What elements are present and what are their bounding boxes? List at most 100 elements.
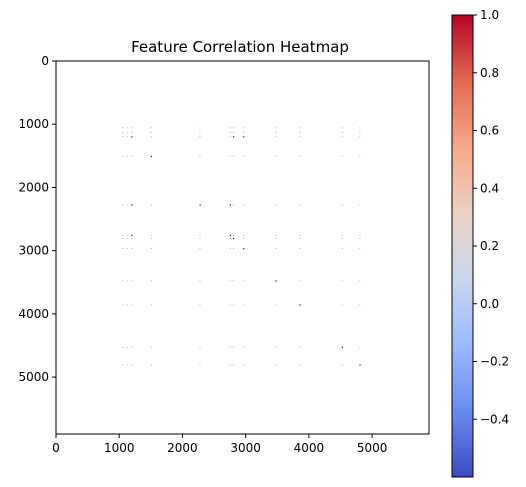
heatmap-cell <box>150 248 152 250</box>
heatmap-cell <box>199 304 201 306</box>
colorbar-tick-label: 0.4 <box>480 181 499 195</box>
heatmap-cell <box>131 204 133 206</box>
heatmap-cell <box>275 127 277 129</box>
heatmap-cell <box>126 248 128 250</box>
heatmap-cell <box>199 204 201 206</box>
heatmap-cell <box>131 304 133 306</box>
heatmap-cell <box>243 131 245 133</box>
heatmap-cell <box>243 204 245 206</box>
y-tick-label: 5000 <box>18 370 49 384</box>
heatmap-cell <box>359 238 361 239</box>
heatmap-cell <box>299 364 301 366</box>
x-tick-label: 0 <box>52 441 60 455</box>
heatmap-cell <box>131 346 133 348</box>
heatmap-cell <box>275 131 277 133</box>
x-axis: 0 1000 2000 3000 4000 5000 <box>52 434 387 455</box>
heatmap-cell <box>199 364 201 366</box>
heatmap-cell <box>122 131 124 133</box>
heatmap-cell <box>122 248 124 250</box>
heatmap-cell <box>126 204 128 206</box>
heatmap-area <box>56 61 429 434</box>
heatmap-cell <box>131 136 133 138</box>
heatmap-cell <box>199 136 201 138</box>
heatmap-cell <box>233 234 234 236</box>
heatmap-cell <box>122 238 124 239</box>
heatmap-cell <box>275 364 277 366</box>
heatmap-cell <box>199 155 201 157</box>
heatmap-cell <box>199 346 201 348</box>
x-tick-label: 3000 <box>230 441 261 455</box>
heatmap-cell <box>131 127 133 129</box>
heatmap-cell <box>233 127 234 129</box>
heatmap-cell <box>341 346 343 348</box>
heatmap-cell <box>243 280 245 282</box>
heatmap-cell <box>341 304 343 306</box>
heatmap-cell <box>229 280 231 282</box>
chart-title: Feature Correlation Heatmap <box>131 38 349 56</box>
heatmap-cell <box>233 155 234 157</box>
heatmap-cell <box>229 238 231 239</box>
heatmap-cell <box>126 304 128 306</box>
heatmap-cell <box>122 346 124 348</box>
heatmap-cell <box>229 131 231 133</box>
heatmap-cell <box>229 248 231 250</box>
heatmap-cell <box>275 136 277 138</box>
heatmap-cell <box>122 234 124 236</box>
heatmap-cell <box>229 127 231 129</box>
heatmap-cell <box>229 155 231 157</box>
heatmap-cell <box>341 238 343 239</box>
y-tick-label: 2000 <box>18 180 49 194</box>
colorbar-tick-label: 0.6 <box>480 124 499 138</box>
heatmap-cell <box>275 155 277 157</box>
heatmap-cell <box>359 364 361 366</box>
heatmap-cell <box>122 155 124 157</box>
heatmap-cell <box>126 280 128 282</box>
heatmap-cell <box>359 248 361 250</box>
heatmap-cell <box>299 346 301 348</box>
heatmap-cell <box>341 364 343 366</box>
heatmap-cell <box>275 248 277 250</box>
heatmap-cell <box>229 346 231 348</box>
heatmap-cell <box>275 346 277 348</box>
heatmap-cell <box>199 238 201 239</box>
heatmap-cell <box>122 304 124 306</box>
heatmap-cell <box>126 127 128 129</box>
heatmap-cell <box>126 238 128 239</box>
y-tick-label: 3000 <box>18 244 49 258</box>
heatmap-cell <box>243 155 245 157</box>
y-tick-label: 4000 <box>18 307 49 321</box>
heatmap-cell <box>299 127 301 129</box>
colorbar-tick-label: −0.2 <box>480 355 509 369</box>
x-tick-label: 5000 <box>357 441 388 455</box>
y-axis: 0 1000 2000 3000 4000 5000 <box>18 54 56 384</box>
heatmap-cell <box>122 364 124 366</box>
heatmap-cell <box>199 234 201 236</box>
heatmap-cell <box>122 136 124 138</box>
heatmap-cell <box>131 364 133 366</box>
heatmap-cell <box>229 204 232 206</box>
heatmap-cell <box>243 127 245 129</box>
heatmap-cell <box>199 248 201 250</box>
heatmap-cell <box>341 127 343 129</box>
heatmap-cell <box>243 364 245 366</box>
heatmap-cell <box>150 204 152 206</box>
colorbar <box>452 15 473 477</box>
heatmap-cell <box>150 346 152 348</box>
heatmap-cell <box>150 155 153 158</box>
heatmap-cell <box>150 304 152 306</box>
heatmap-cell <box>275 204 277 206</box>
heatmap-cell <box>126 234 128 236</box>
heatmap-cells <box>122 127 361 366</box>
heatmap-cell <box>126 155 128 157</box>
heatmap-cell <box>199 127 201 129</box>
heatmap-cell <box>229 136 231 138</box>
heatmap-cell <box>233 136 235 138</box>
heatmap-cell <box>131 131 133 133</box>
heatmap-cell <box>341 155 343 157</box>
heatmap-cell <box>359 280 361 282</box>
heatmap-cell <box>299 304 301 306</box>
heatmap-cell <box>299 280 301 282</box>
heatmap-cell <box>359 304 361 306</box>
heatmap-cell <box>150 131 152 133</box>
